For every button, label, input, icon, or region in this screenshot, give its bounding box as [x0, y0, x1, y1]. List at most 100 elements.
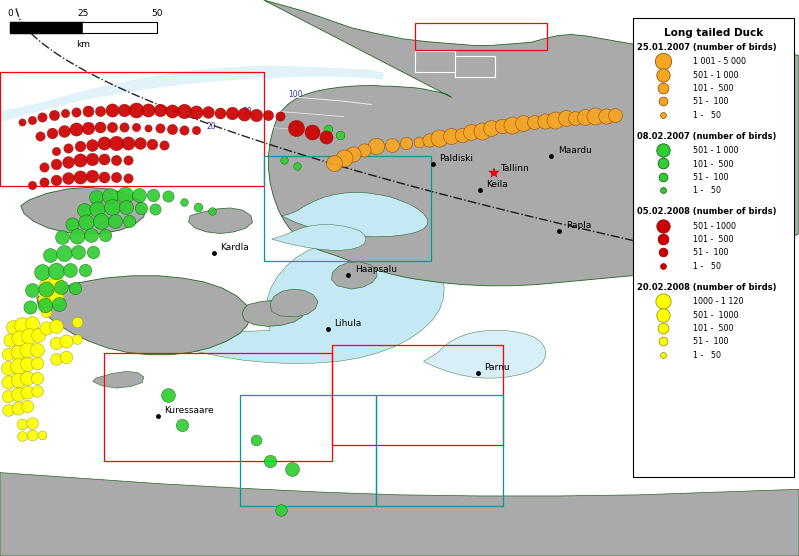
Point — [16, 320, 29, 329]
Point — [485, 123, 498, 132]
Text: Tallinn: Tallinn — [500, 163, 529, 173]
Point — [94, 216, 107, 225]
Point — [43, 250, 56, 259]
Point — [655, 112, 668, 121]
Point — [657, 248, 670, 257]
Point — [657, 261, 670, 270]
Point — [62, 173, 74, 182]
Text: 101 -  500: 101 - 500 — [693, 235, 733, 244]
Point — [192, 202, 205, 211]
Point — [78, 206, 90, 215]
Text: Lihula: Lihula — [334, 319, 361, 329]
Point — [105, 122, 118, 131]
Point — [109, 155, 122, 164]
Text: 1 -   50: 1 - 50 — [693, 262, 721, 271]
Point — [2, 378, 14, 386]
Text: 1000 - 1 120: 1000 - 1 120 — [693, 297, 743, 306]
Point — [21, 374, 34, 383]
Text: 501 - 1 000: 501 - 1 000 — [693, 71, 738, 80]
Point — [121, 173, 134, 182]
Point — [58, 109, 71, 118]
Point — [685, 119, 698, 128]
Polygon shape — [148, 237, 444, 364]
Point — [109, 216, 121, 225]
Point — [589, 112, 602, 121]
Point — [141, 123, 154, 132]
Point — [433, 133, 446, 142]
Point — [578, 112, 591, 121]
Point — [657, 337, 670, 346]
Point — [636, 109, 649, 118]
Point — [21, 401, 34, 410]
Point — [74, 172, 86, 181]
Polygon shape — [189, 208, 252, 234]
Point — [657, 70, 670, 79]
Point — [161, 191, 174, 200]
Point — [16, 420, 29, 429]
Point — [36, 112, 49, 121]
Point — [16, 118, 29, 127]
Point — [26, 430, 38, 439]
Polygon shape — [0, 473, 799, 556]
Point — [334, 130, 347, 139]
Point — [2, 364, 14, 373]
Polygon shape — [21, 187, 145, 234]
Text: 1 -   50: 1 - 50 — [693, 186, 721, 195]
Point — [109, 138, 122, 147]
Point — [62, 157, 74, 166]
Point — [105, 106, 118, 115]
Text: 25.01.2007 (number of birds): 25.01.2007 (number of birds) — [637, 43, 777, 52]
Point — [289, 123, 302, 132]
Point — [85, 230, 97, 239]
Point — [26, 115, 38, 124]
Point — [249, 110, 262, 119]
Point — [213, 108, 226, 117]
Point — [657, 146, 670, 155]
Point — [59, 337, 72, 346]
Text: 20.02.2008 (number of birds): 20.02.2008 (number of birds) — [637, 283, 777, 292]
Point — [50, 147, 62, 156]
Point — [78, 266, 91, 275]
Text: 50: 50 — [151, 9, 162, 18]
Point — [657, 350, 670, 359]
Point — [47, 111, 60, 120]
Point — [11, 403, 24, 412]
Point — [609, 111, 622, 120]
Point — [93, 123, 106, 132]
Point — [237, 110, 250, 118]
Text: 101 -  500: 101 - 500 — [693, 160, 733, 168]
Text: Long tailed Duck: Long tailed Duck — [664, 28, 763, 38]
Point — [118, 190, 131, 199]
Point — [165, 106, 178, 115]
Polygon shape — [264, 0, 799, 286]
Polygon shape — [633, 18, 794, 477]
Point — [385, 140, 398, 149]
Point — [54, 283, 67, 292]
Text: 501 - 1000: 501 - 1000 — [693, 222, 736, 231]
Point — [165, 125, 178, 133]
Point — [225, 109, 238, 118]
Point — [50, 279, 62, 288]
Point — [189, 107, 202, 116]
Polygon shape — [332, 262, 377, 289]
Point — [50, 322, 62, 331]
Point — [26, 180, 38, 189]
Point — [347, 150, 360, 158]
Point — [30, 387, 43, 396]
Point — [205, 207, 218, 216]
Text: Kuressaare: Kuressaare — [165, 406, 214, 415]
Point — [755, 135, 768, 143]
Point — [35, 430, 48, 439]
Point — [176, 421, 189, 430]
Point — [2, 391, 14, 400]
Point — [286, 464, 299, 473]
Point — [665, 115, 678, 123]
Point — [11, 361, 24, 370]
Point — [320, 132, 332, 141]
Point — [50, 175, 62, 184]
Point — [70, 125, 82, 133]
Point — [50, 266, 62, 275]
Point — [58, 249, 70, 257]
Point — [657, 324, 670, 332]
Point — [369, 141, 382, 150]
